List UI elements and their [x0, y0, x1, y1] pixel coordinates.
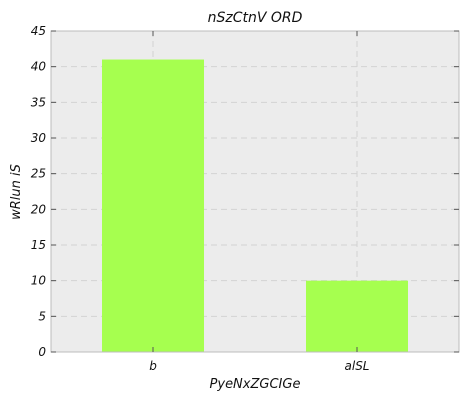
y-tick-label: 10 [31, 274, 47, 288]
plot-frame [50, 30, 460, 353]
chart-title: nSzCtnV ORD [208, 10, 303, 26]
y-tick-label: 40 [31, 60, 47, 74]
y-axis: 0 5 10 15 20 25 30 35 40 45 [31, 24, 459, 359]
x-tick-label: alSL [345, 359, 370, 373]
bar-b [102, 59, 204, 353]
x-tick-label: b [149, 359, 157, 373]
y-tick-label: 25 [31, 167, 46, 181]
bars [102, 59, 408, 353]
x-axis: b alSL [149, 31, 370, 373]
y-tick-label: 0 [38, 345, 46, 359]
y-axis-label: wRlun iS [9, 164, 24, 220]
y-tick-label: 30 [31, 131, 47, 145]
y-tick-label: 45 [31, 24, 46, 38]
y-tick-label: 15 [31, 238, 46, 252]
y-tick-label: 35 [31, 95, 46, 109]
y-tick-label: 20 [31, 202, 47, 216]
y-tick-label: 5 [38, 309, 46, 323]
x-axis-label: PyeNxZGCIGe [210, 377, 301, 392]
bar-alSL [306, 280, 408, 352]
